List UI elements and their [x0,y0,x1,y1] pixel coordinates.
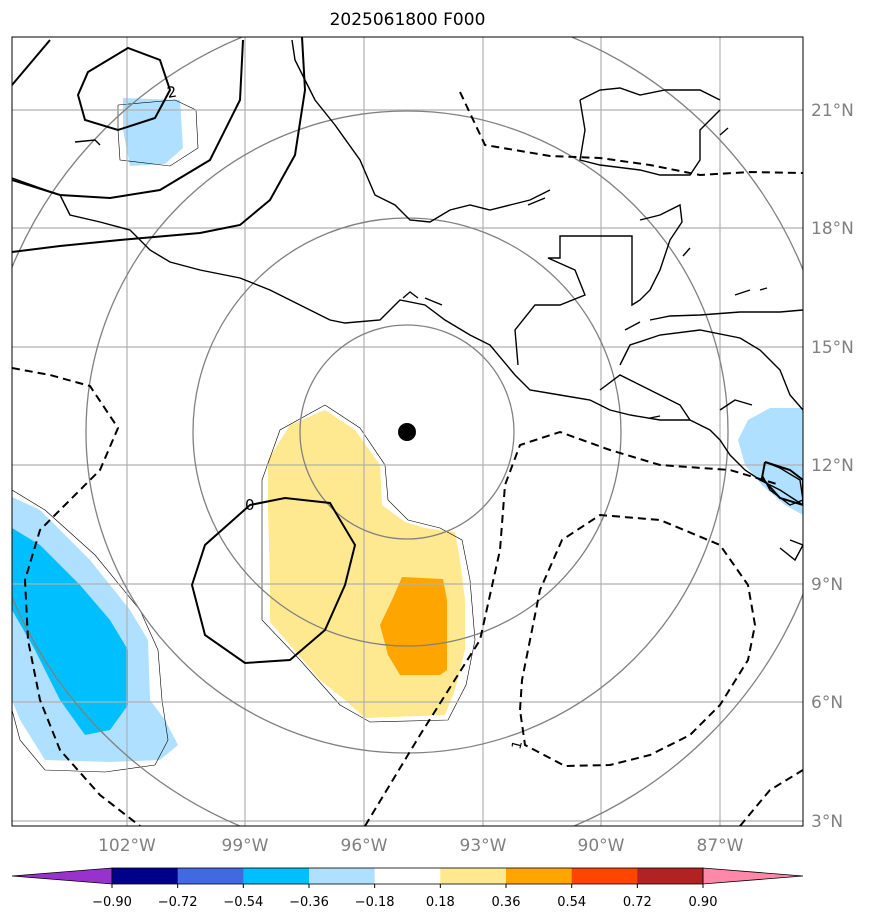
colorbar-tick-label: −0.72 [158,895,198,910]
colorbar-tick-label: 0.36 [492,895,521,910]
colorbar-segment [571,868,638,884]
colorbar-segment [440,868,507,884]
contour-label: 0 [245,496,255,514]
map-title: 2025061800 F000 [329,10,486,30]
colorbar-segment [309,868,376,884]
colorbar-tick-label: −0.36 [289,895,329,910]
contour-label: 2 [166,83,179,102]
lat-label: 12°N [811,456,854,476]
colorbar-extend-high [702,867,804,885]
map-plot-area: 2 0 1 [12,37,803,826]
colorbar-segment [374,868,441,884]
colorbar-tick-label: −0.54 [223,895,263,910]
contour-label: 1 [509,739,526,751]
colorbar-tick-label: −0.18 [355,895,395,910]
lon-label: 93°W [460,836,507,856]
colorbar-tick-label: 0.90 [689,895,718,910]
anomaly-fill-light-blue [123,98,183,166]
colorbar-tick-label: −0.90 [92,895,132,910]
lat-label: 9°N [811,575,843,595]
contour-labels: 2 0 1 [166,83,526,751]
colorbar-segment [506,868,573,884]
anomaly-fill-light-blue [738,408,803,515]
colorbar-tick-label: 0.18 [426,895,455,910]
storm-center-marker [398,423,416,441]
colorbar-segment [243,868,310,884]
positive-contours [12,37,803,665]
lat-label: 18°N [811,219,854,239]
colorbar: −0.90 −0.72 −0.54 −0.36 −0.18 0.18 0.36 0.54 0.7… [11,867,804,910]
anomaly-fill-blue [12,528,128,735]
lon-label: 99°W [222,836,269,856]
colorbar-segment [637,868,704,884]
lon-label: 96°W [341,836,388,856]
colorbar-tick-label: 0.72 [623,895,652,910]
colorbar-segment [112,868,179,884]
colorbar-segment [177,868,244,884]
lat-label: 21°N [811,101,854,121]
latitude-labels: 21°N 18°N 15°N 12°N 9°N 6°N 3°N [811,101,854,832]
anomaly-fill-orange [380,577,447,675]
longitude-labels: 102°W 99°W 96°W 93°W 90°W 87°W [98,836,744,856]
colorbar-extend-low [11,867,113,885]
colorbar-frame [111,867,704,885]
lat-label: 3°N [811,812,843,832]
anomaly-fill-layer [12,98,803,773]
colorbar-tick-label: 0.54 [557,895,586,910]
lon-label: 90°W [578,836,625,856]
map-frame [11,36,804,827]
negative-contours [12,91,803,826]
range-rings [12,37,803,826]
lat-label: 15°N [811,338,854,358]
lon-label: 102°W [98,836,156,856]
lon-label: 87°W [697,836,744,856]
lat-label: 6°N [811,693,843,713]
